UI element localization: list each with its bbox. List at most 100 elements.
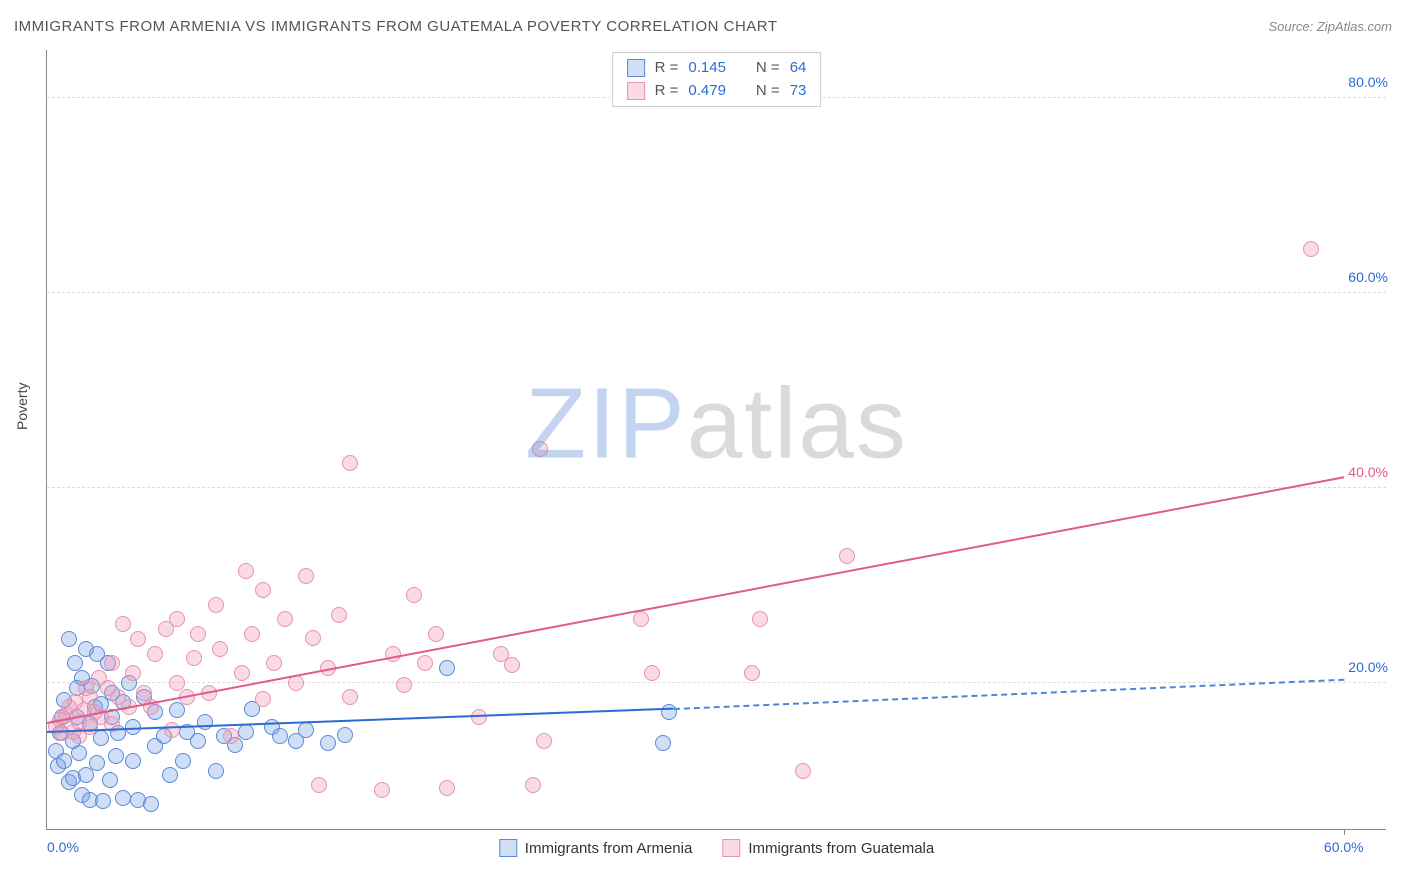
- scatter-point: [532, 441, 548, 457]
- legend-item-guatemala: Immigrants from Guatemala: [722, 839, 934, 857]
- n-value-armenia: 64: [790, 57, 807, 80]
- n-label: N =: [756, 80, 780, 103]
- scatter-point: [186, 650, 202, 666]
- scatter-point: [89, 755, 105, 771]
- scatter-point: [525, 777, 541, 793]
- swatch-guatemala-icon: [627, 82, 645, 100]
- scatter-point: [125, 753, 141, 769]
- scatter-point: [162, 767, 178, 783]
- grid-line: [47, 682, 1386, 683]
- scatter-point: [244, 626, 260, 642]
- stats-row-armenia: R = 0.145 N = 64: [627, 57, 807, 80]
- r-label: R =: [655, 80, 679, 103]
- scatter-point: [272, 728, 288, 744]
- scatter-point: [305, 630, 321, 646]
- scatter-point: [108, 748, 124, 764]
- chart-title: IMMIGRANTS FROM ARMENIA VS IMMIGRANTS FR…: [14, 18, 778, 35]
- scatter-point: [406, 587, 422, 603]
- scatter-point: [744, 665, 760, 681]
- legend-item-armenia: Immigrants from Armenia: [499, 839, 693, 857]
- scatter-point: [342, 455, 358, 471]
- watermark-text: ZIPatlas: [525, 366, 908, 481]
- scatter-point: [93, 730, 109, 746]
- r-value-armenia: 0.145: [688, 57, 726, 80]
- scatter-point: [795, 763, 811, 779]
- trend-line: [674, 679, 1344, 710]
- scatter-point: [417, 655, 433, 671]
- trend-line: [47, 708, 674, 733]
- scatter-point: [190, 626, 206, 642]
- y-axis-label: Poverty: [14, 383, 30, 430]
- scatter-point: [320, 735, 336, 751]
- scatter-point: [298, 568, 314, 584]
- scatter-point: [396, 677, 412, 693]
- scatter-point: [655, 735, 671, 751]
- scatter-point: [136, 685, 152, 701]
- scatter-point: [208, 597, 224, 613]
- series-legend: Immigrants from Armenia Immigrants from …: [499, 839, 934, 857]
- scatter-point: [238, 563, 254, 579]
- scatter-point: [212, 641, 228, 657]
- scatter-point: [428, 626, 444, 642]
- scatter-point: [331, 607, 347, 623]
- scatter-point: [439, 660, 455, 676]
- scatter-point: [197, 714, 213, 730]
- scatter-point: [169, 611, 185, 627]
- scatter-point: [125, 665, 141, 681]
- scatter-point: [1303, 241, 1319, 257]
- x-tick-label: 0.0%: [47, 839, 79, 855]
- grid-line: [47, 487, 1386, 488]
- y-tick-label: 40.0%: [1342, 464, 1388, 480]
- scatter-point: [67, 655, 83, 671]
- y-tick-label: 60.0%: [1342, 269, 1388, 285]
- scatter-point: [175, 753, 191, 769]
- scatter-point: [190, 733, 206, 749]
- scatter-point: [169, 702, 185, 718]
- scatter-point: [78, 767, 94, 783]
- r-value-guatemala: 0.479: [688, 80, 726, 103]
- scatter-point: [115, 790, 131, 806]
- scatter-point: [115, 616, 131, 632]
- scatter-point: [633, 611, 649, 627]
- scatter-point: [374, 782, 390, 798]
- scatter-point: [234, 665, 250, 681]
- stats-legend: R = 0.145 N = 64 R = 0.479 N = 73: [612, 52, 822, 107]
- scatter-point: [752, 611, 768, 627]
- scatter-point: [644, 665, 660, 681]
- scatter-plot: ZIPatlas R = 0.145 N = 64 R = 0.479 N = …: [46, 50, 1386, 830]
- scatter-point: [337, 727, 353, 743]
- scatter-point: [298, 722, 314, 738]
- grid-line: [47, 292, 1386, 293]
- scatter-point: [164, 722, 180, 738]
- scatter-point: [143, 796, 159, 812]
- scatter-point: [504, 657, 520, 673]
- scatter-point: [208, 763, 224, 779]
- legend-label: Immigrants from Armenia: [525, 840, 693, 857]
- y-tick-label: 20.0%: [1342, 659, 1388, 675]
- scatter-point: [104, 655, 120, 671]
- scatter-point: [342, 689, 358, 705]
- scatter-point: [439, 780, 455, 796]
- source-attribution: Source: ZipAtlas.com: [1268, 19, 1392, 34]
- y-tick-label: 80.0%: [1342, 74, 1388, 90]
- scatter-point: [169, 675, 185, 691]
- scatter-point: [82, 689, 98, 705]
- scatter-point: [277, 611, 293, 627]
- x-tick-label: 60.0%: [1324, 839, 1364, 855]
- n-value-guatemala: 73: [790, 80, 807, 103]
- scatter-point: [147, 646, 163, 662]
- scatter-point: [255, 691, 271, 707]
- scatter-point: [71, 745, 87, 761]
- scatter-point: [311, 777, 327, 793]
- scatter-point: [130, 631, 146, 647]
- scatter-point: [102, 772, 118, 788]
- scatter-point: [238, 724, 254, 740]
- scatter-point: [255, 582, 271, 598]
- n-label: N =: [756, 57, 780, 80]
- scatter-point: [56, 753, 72, 769]
- scatter-point: [266, 655, 282, 671]
- r-label: R =: [655, 57, 679, 80]
- scatter-point: [95, 793, 111, 809]
- legend-label: Immigrants from Guatemala: [748, 840, 934, 857]
- stats-row-guatemala: R = 0.479 N = 73: [627, 80, 807, 103]
